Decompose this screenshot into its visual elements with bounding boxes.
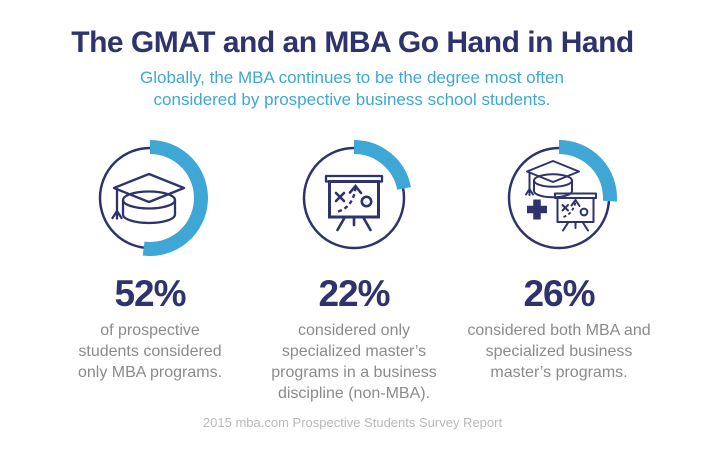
small-graduation-cap-icon — [525, 160, 580, 199]
stat-mba-only: 52% of prospective students considered o… — [50, 138, 250, 383]
donut-arc — [558, 140, 617, 202]
donut-arc — [142, 140, 208, 256]
source-credit: 2015 mba.com Prospective Students Survey… — [202, 415, 503, 430]
plus-icon — [527, 199, 547, 220]
stat-both-programs: 26% considered both MBA and specialized … — [459, 138, 659, 383]
stat-donut-mba-only — [98, 140, 208, 256]
stat-donut-specialized-masters — [302, 140, 411, 250]
stat-donut-both-programs — [507, 140, 617, 250]
cap-plus-board-icon — [525, 160, 597, 232]
small-strategy-board-icon — [554, 192, 597, 232]
stat-percent: 26% — [523, 273, 595, 314]
stat-percent: 22% — [318, 273, 390, 314]
stat-percent: 52% — [114, 273, 186, 314]
donut-arc — [353, 140, 411, 191]
page-title: The GMAT and an MBA Go Hand in Hand — [71, 26, 634, 59]
stat-description: of prospective students considered only … — [77, 322, 223, 381]
page-subtitle: Globally, the MBA continues to be the de… — [140, 68, 564, 109]
strategy-board-icon — [324, 174, 384, 232]
donut-ring — [302, 146, 406, 250]
stat-specialized-masters: 22% considered only specialized master’s… — [254, 138, 454, 404]
graduation-cap-icon — [111, 172, 186, 225]
stat-description: considered only specialized master’s pro… — [271, 322, 437, 402]
stat-description: considered both MBA and specialized busi… — [467, 322, 651, 381]
